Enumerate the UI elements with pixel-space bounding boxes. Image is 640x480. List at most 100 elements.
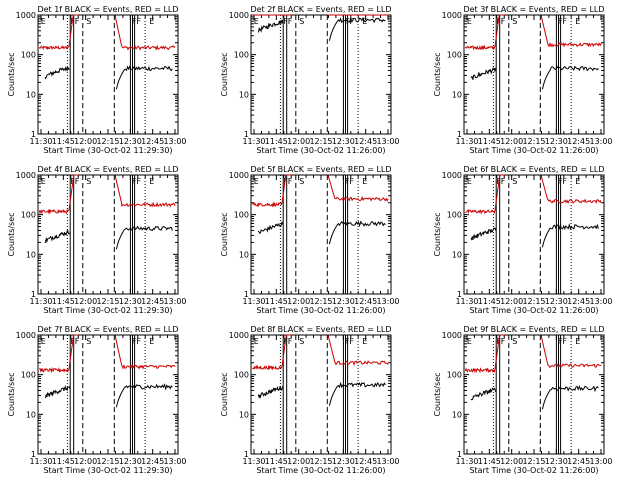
x-tick-label: 11:45 [478,297,501,306]
panel-title: Det 2f BLACK = Events, RED = LLD [250,5,391,14]
x-axis-label: Start Time (30-Oct-02 11:26:00) [469,466,598,475]
marker-label: E [254,17,259,26]
series-events-line [44,65,173,90]
y-tick-label: 10 [452,250,462,259]
y-axis-label: Counts/sec [433,52,442,96]
y-tick-label: 100 [447,211,462,220]
x-tick-label: 11:30 [29,297,52,306]
x-tick-label: 12:00 [287,297,310,306]
y-tick-label: 100 [234,371,249,380]
x-tick-label: 12:30 [332,457,355,466]
x-tick-label: 12:45 [567,297,590,306]
y-tick-label: 100 [447,371,462,380]
x-tick-label: 11:30 [455,297,478,306]
marker-label: S [512,337,517,346]
x-tick-label: 11:45 [52,137,75,146]
series-lld-line [252,334,389,371]
y-tick-label: 1 [31,130,36,139]
y-tick-label: 1000 [229,171,249,180]
x-tick-label: 12:30 [545,297,568,306]
y-tick-label: 1000 [229,331,249,340]
x-tick-label: 12:00 [74,457,97,466]
x-axis-label: Start Time (30-Oct-02 11:26:00) [256,306,385,315]
marker-label: E [467,177,472,186]
marker-label: S [512,17,517,26]
detector-panel: Det 3f BLACK = Events, RED = LLD 1 10 100 10… [433,5,613,155]
x-tick-label: 13:00 [163,297,186,306]
series-lld-line [252,174,389,208]
x-tick-label: 12:15 [96,137,119,146]
y-tick-label: 1 [244,450,249,459]
y-axis-label: Counts/sec [220,212,229,256]
marker-label: FF [558,337,568,346]
detector-panel: Det 6f BLACK = Events, RED = LLD 1 10 100 10… [433,165,613,315]
x-tick-label: 11:30 [242,297,265,306]
marker-label: E [362,337,367,346]
y-tick-label: 100 [21,371,36,380]
marker-label: FF [496,177,506,186]
x-tick-label: 13:00 [376,137,399,146]
y-tick-label: 1 [457,130,462,139]
y-axis-label: Counts/sec [433,212,442,256]
marker-label: S [299,177,304,186]
x-tick-label: 12:15 [309,137,332,146]
panel-title: Det 8f BLACK = Events, RED = LLD [250,325,391,334]
x-tick-label: 12:45 [354,457,377,466]
x-tick-label: 11:45 [478,457,501,466]
x-tick-label: 12:30 [332,137,355,146]
y-tick-label: 1000 [442,331,462,340]
marker-label: FF [345,177,355,186]
marker-label: FF [70,337,80,346]
x-tick-label: 12:30 [332,297,355,306]
y-tick-label: 10 [239,410,249,419]
x-axis-label: Start Time (30-Oct-02 11:26:00) [256,466,385,475]
x-tick-label: 12:30 [545,457,568,466]
y-tick-label: 100 [21,51,36,60]
y-tick-label: 10 [26,90,36,99]
marker-label: FF [496,17,506,26]
x-tick-label: 13:00 [163,457,186,466]
x-axis-label: Start Time (30-Oct-02 11:29:30) [43,146,172,155]
x-tick-label: 12:45 [354,137,377,146]
y-tick-label: 100 [234,51,249,60]
plot-frame [250,174,392,295]
x-tick-label: 12:45 [567,457,590,466]
marker-label: E [575,17,580,26]
x-tick-label: 12:00 [74,137,97,146]
y-tick-label: 1 [457,290,462,299]
x-axis-label: Start Time (30-Oct-02 11:29:30) [43,306,172,315]
marker-label: E [575,177,580,186]
x-tick-label: 12:15 [522,297,545,306]
x-axis-label: Start Time (30-Oct-02 11:26:00) [469,306,598,315]
x-tick-label: 11:45 [478,137,501,146]
plot-frame [250,14,392,135]
y-tick-label: 10 [26,250,36,259]
marker-label: E [149,17,154,26]
x-tick-label: 12:15 [522,137,545,146]
marker-label: S [86,337,91,346]
plot-frame [250,334,392,455]
series-lld-line [38,174,176,215]
marker-label: S [299,17,304,26]
y-axis-label: Counts/sec [7,372,16,416]
series-lld-line [464,334,602,374]
series-events-line [470,65,599,90]
x-tick-label: 12:00 [500,137,523,146]
x-tick-label: 12:30 [119,137,142,146]
marker-label: E [41,177,46,186]
marker-label: S [299,337,304,346]
detector-panel: Det 1f BLACK = Events, RED = LLD 1 10 100 10… [7,5,187,155]
detector-panel: Det 7f BLACK = Events, RED = LLD 1 10 100 10… [7,325,187,475]
y-tick-label: 1000 [442,171,462,180]
x-axis-label: Start Time (30-Oct-02 11:26:00) [469,146,598,155]
x-tick-label: 12:15 [96,297,119,306]
panel-title: Det 1f BLACK = Events, RED = LLD [37,5,178,14]
panel-title: Det 3f BLACK = Events, RED = LLD [463,5,604,14]
y-tick-label: 1000 [16,11,36,20]
series-lld-line [464,14,602,51]
x-tick-label: 11:30 [242,137,265,146]
x-tick-label: 13:00 [376,457,399,466]
marker-label: FF [132,177,142,186]
x-tick-label: 11:30 [455,137,478,146]
marker-label: E [467,17,472,26]
